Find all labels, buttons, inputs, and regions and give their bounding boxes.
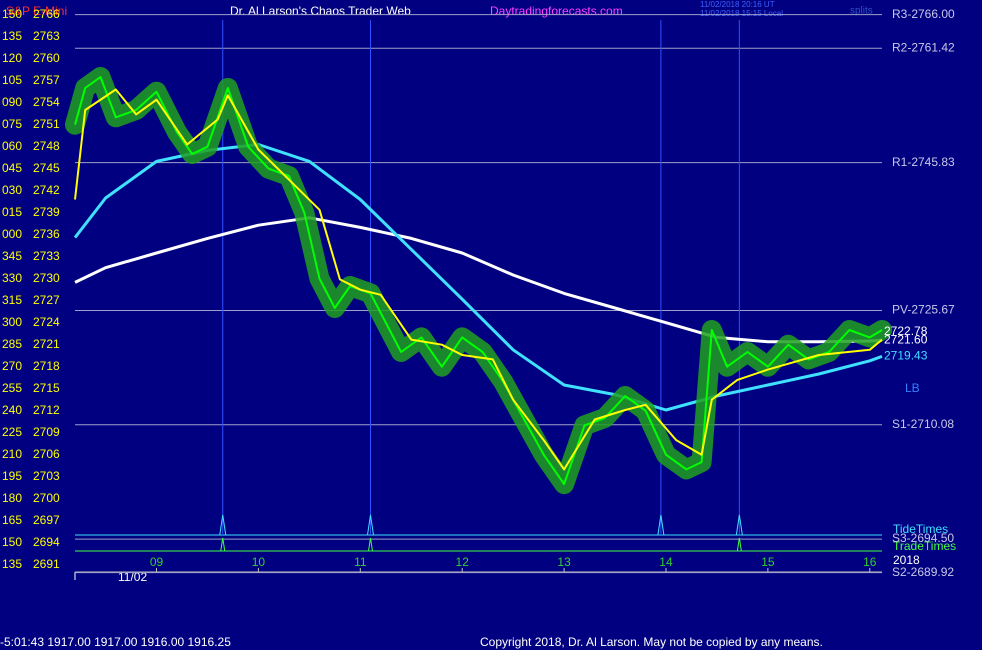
x-tick-label: 16 xyxy=(863,555,877,569)
instrument: S&P E-Mini xyxy=(6,4,67,18)
y-angle-label: 075 xyxy=(2,117,22,131)
price-label: 2721.60 xyxy=(884,332,928,346)
level-label: PV-2725.67 xyxy=(892,303,955,317)
price-label: 2722.78 xyxy=(884,324,928,338)
y-tick-label: 2700 xyxy=(33,491,60,505)
y-angle-label: 000 xyxy=(2,227,22,241)
y-tick-label: 2694 xyxy=(33,535,60,549)
y-angle-label: 090 xyxy=(2,95,22,109)
y-angle-label: 240 xyxy=(2,403,22,417)
y-tick-label: 2739 xyxy=(33,205,60,219)
lb-label: LB xyxy=(905,381,920,395)
y-tick-label: 2760 xyxy=(33,51,60,65)
y-angle-label: 150 xyxy=(2,535,22,549)
x-tick-label: 11 xyxy=(354,555,367,569)
y-tick-label: 2745 xyxy=(33,161,60,175)
series-line xyxy=(74,76,883,486)
tide-spike xyxy=(657,514,665,536)
price-label: 2719.43 xyxy=(884,348,928,362)
x-tick-label: 09 xyxy=(150,555,164,569)
tide-label: TideTimes xyxy=(893,522,948,536)
tide-spike xyxy=(366,514,374,536)
y-tick-label: 2721 xyxy=(33,337,60,351)
trade-spike xyxy=(220,537,226,552)
y-angle-label: 210 xyxy=(2,447,22,461)
y-angle-label: 180 xyxy=(2,491,22,505)
series-line xyxy=(74,88,883,471)
y-tick-label: 2718 xyxy=(33,359,60,373)
y-tick-label: 2742 xyxy=(33,183,60,197)
copyright: Copyright 2018, Dr. Al Larson. May not b… xyxy=(480,635,823,649)
trade-spike xyxy=(736,537,742,552)
y-angle-label: 135 xyxy=(2,29,22,43)
y-tick-label: 2751 xyxy=(33,117,60,131)
level-label: S2-2689.92 xyxy=(892,565,954,579)
site: Daytradingforecasts.com xyxy=(490,4,623,18)
status: -5:01:43 1917.00 1917.00 1916.00 1916.25 xyxy=(0,635,231,649)
chart-title: Dr. Al Larson's Chaos Trader Web xyxy=(230,4,411,18)
y-tick-label: 2736 xyxy=(33,227,60,241)
y-angle-label: 315 xyxy=(2,293,22,307)
y-tick-label: 2727 xyxy=(33,293,60,307)
y-tick-label: 2697 xyxy=(33,513,60,527)
y-angle-label: 030 xyxy=(2,183,22,197)
splits: splits xyxy=(850,6,873,17)
timestamp: 11/02/2018 15:15 Local xyxy=(700,9,783,18)
y-tick-label: 2748 xyxy=(33,139,60,153)
year-label: 2018 xyxy=(893,553,920,567)
y-angle-label: 135 xyxy=(2,557,22,571)
y-angle-label: 105 xyxy=(2,73,22,87)
y-angle-label: 330 xyxy=(2,271,22,285)
x-tick-label: 10 xyxy=(252,555,266,569)
y-tick-label: 2706 xyxy=(33,447,60,461)
level-label: R2-2761.42 xyxy=(892,40,955,54)
y-angle-label: 120 xyxy=(2,51,22,65)
tide-spike xyxy=(219,514,227,536)
y-tick-label: 2730 xyxy=(33,271,60,285)
y-angle-label: 345 xyxy=(2,249,22,263)
x-tick-label: 12 xyxy=(456,555,470,569)
y-tick-label: 2709 xyxy=(33,425,60,439)
y-tick-label: 2763 xyxy=(33,29,60,43)
y-tick-label: 2691 xyxy=(33,557,60,571)
trade-spike xyxy=(367,537,373,552)
date-label: 11/02 xyxy=(118,570,147,584)
y-angle-label: 195 xyxy=(2,469,22,483)
y-tick-label: 2712 xyxy=(33,403,60,417)
y-angle-label: 165 xyxy=(2,513,22,527)
y-angle-label: 015 xyxy=(2,205,22,219)
level-label: S1-2710.08 xyxy=(892,417,954,431)
x-tick-label: 13 xyxy=(557,555,571,569)
x-tick-label: 14 xyxy=(659,555,673,569)
y-tick-label: 2733 xyxy=(33,249,60,263)
y-tick-label: 2766 xyxy=(33,7,60,21)
y-angle-label: 270 xyxy=(2,359,22,373)
x-tick-label: 15 xyxy=(761,555,775,569)
y-tick-label: 2703 xyxy=(33,469,60,483)
y-angle-label: 150 xyxy=(2,7,22,21)
level-label: R1-2745.83 xyxy=(892,155,955,169)
level-label: R3-2766.00 xyxy=(892,7,955,21)
y-angle-label: 285 xyxy=(2,337,22,351)
y-angle-label: 045 xyxy=(2,161,22,175)
y-angle-label: 225 xyxy=(2,425,22,439)
trade-label: TradeTimes xyxy=(893,539,956,553)
y-tick-label: 2724 xyxy=(33,315,60,329)
timestamp: 11/02/2018 20:16 UT xyxy=(700,0,775,9)
y-angle-label: 060 xyxy=(2,139,22,153)
y-angle-label: 255 xyxy=(2,381,22,395)
tide-spike xyxy=(735,514,743,536)
y-tick-label: 2715 xyxy=(33,381,60,395)
series-line xyxy=(74,216,883,344)
y-tick-label: 2757 xyxy=(33,73,60,87)
y-tick-label: 2754 xyxy=(33,95,60,109)
y-angle-label: 300 xyxy=(2,315,22,329)
level-label: S3-2694.50 xyxy=(892,531,954,545)
